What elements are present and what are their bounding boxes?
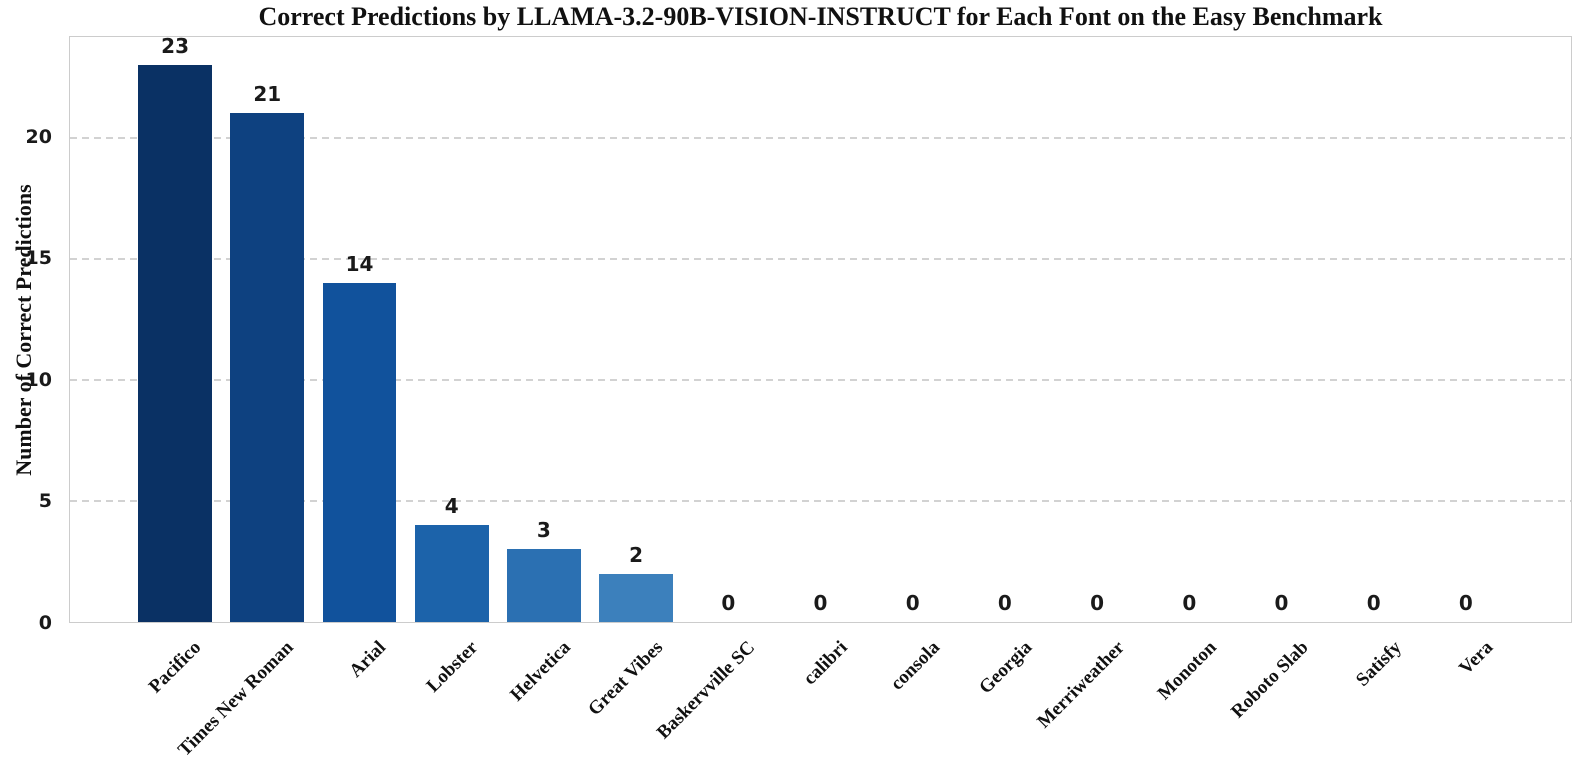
x-tick-label: Monoton	[1153, 637, 1221, 705]
bar: 3	[507, 518, 581, 622]
x-tick-label: Great Vibes	[583, 637, 667, 720]
gridline-y15	[70, 257, 1571, 260]
bar: 23	[138, 34, 212, 622]
bar-value-label: 0	[997, 591, 1012, 615]
bar-value-label: 4	[444, 494, 459, 519]
x-tick-label: Vera	[1455, 637, 1498, 679]
bar-value-label: 0	[1458, 591, 1473, 615]
x-tick-label: Roboto Slab	[1227, 637, 1313, 723]
x-tick-label: Baskervville SC	[652, 637, 760, 744]
bar: 4	[414, 494, 489, 622]
x-tick-label: Lobster	[422, 637, 483, 697]
gridline-y20	[70, 136, 1571, 139]
x-tick-label: Arial	[345, 637, 390, 682]
chart-title: Correct Predictions by LLAMA-3.2-90B-VIS…	[258, 2, 1383, 31]
x-tick-label: Georgia	[974, 637, 1037, 699]
bar-value-label: 14	[345, 251, 374, 276]
x-tick-label: Merriweather	[1032, 637, 1129, 733]
bar-value-label: 0	[813, 591, 828, 615]
bar: 2	[599, 543, 673, 622]
y-tick-label: 20	[25, 125, 52, 148]
plot-area: 23 21 14 4 3 2 0 0 0 0 0 0 0 0 0	[69, 34, 1572, 623]
y-tick-label: 15	[25, 247, 52, 270]
bar-value-label: 0	[1366, 591, 1381, 615]
bar-value-label: 3	[536, 518, 551, 543]
x-tick-label: Helvetica	[505, 637, 575, 706]
bar-value-label: 0	[1182, 591, 1197, 615]
y-tick-label: 10	[25, 368, 52, 391]
bar-value-label: 2	[629, 542, 644, 567]
y-tick-label: 5	[38, 490, 52, 513]
y-axis-ticks: 0 5 10 15 20	[0, 36, 62, 634]
bar-value-label: 0	[905, 591, 920, 615]
bar-value-label: 23	[161, 33, 190, 58]
bar: 21	[230, 82, 305, 622]
gridline-y10	[70, 378, 1571, 381]
bar-value-label: 0	[1090, 591, 1105, 615]
bar: 14	[322, 252, 397, 622]
x-tick-label: Pacifico	[144, 637, 206, 698]
bar-value-label: 21	[253, 82, 282, 107]
x-tick-label: consola	[886, 637, 944, 695]
x-tick-label: Satisfy	[1351, 637, 1406, 691]
bar-value-label: 0	[721, 591, 736, 615]
bar-value-label: 0	[1274, 591, 1289, 615]
y-tick-label: 0	[38, 612, 52, 634]
x-tick-label: calibri	[799, 637, 852, 690]
x-axis-ticks: Pacifico Times New Roman Arial Lobster Helve…	[69, 627, 1572, 776]
gridline-y5	[70, 499, 1571, 502]
